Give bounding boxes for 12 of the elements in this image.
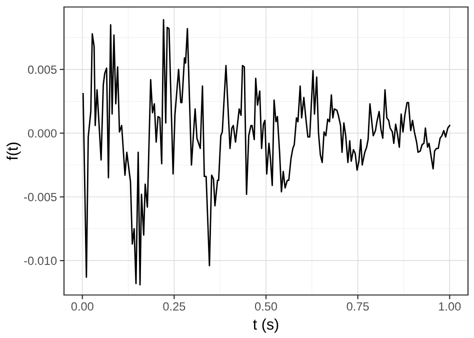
y-axis-title: f(t) — [6, 142, 21, 160]
x-tick-label: 0.50 — [254, 302, 278, 311]
x-tick-label: 0.00 — [71, 302, 94, 311]
x-axis-title: t (s) — [253, 318, 278, 333]
y-tick-label: -0.010 — [24, 256, 57, 265]
x-tick-label: 0.25 — [163, 302, 186, 311]
y-tick-label: 0.000 — [28, 129, 57, 138]
y-tick-label: 0.005 — [28, 65, 57, 74]
x-tick-label: 1.00 — [439, 302, 461, 311]
line-series — [82, 19, 450, 286]
y-tick-label: -0.005 — [24, 192, 57, 202]
x-tick-label: 0.75 — [346, 302, 369, 311]
